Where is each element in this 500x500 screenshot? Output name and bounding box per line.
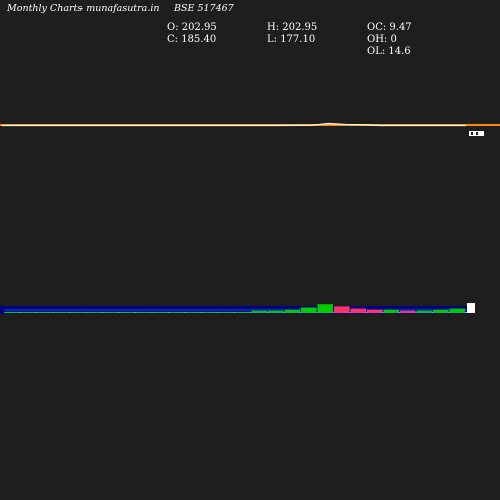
high-value: H: 202.95 — [267, 22, 318, 33]
volume-bar — [317, 304, 333, 313]
oc-value: OC: 9.47 — [367, 22, 412, 33]
volume-bar — [301, 307, 317, 313]
volume-bar — [70, 311, 86, 313]
volume-bar — [119, 311, 135, 313]
volume-bar — [4, 311, 20, 313]
volume-bar — [152, 311, 168, 313]
volume-bar — [53, 311, 69, 313]
volume-panel — [0, 303, 475, 314]
price-line — [2, 122, 466, 127]
volume-bar — [284, 309, 300, 313]
volume-bar — [185, 311, 201, 313]
volume-bar — [37, 311, 53, 313]
volume-bar — [383, 309, 399, 313]
volume-bar — [400, 310, 416, 313]
volume-bar — [218, 311, 234, 313]
close-value: C: 185.40 — [167, 34, 217, 45]
site-name: - munafasutra.in — [80, 3, 160, 14]
ol-value: OL: 14.6 — [367, 46, 411, 57]
volume-bar — [202, 311, 218, 313]
volume-bar — [251, 310, 267, 313]
volume-bar — [136, 311, 152, 313]
open-value: O: 202.95 — [167, 22, 217, 33]
low-value: L: 177.10 — [267, 34, 316, 45]
volume-bar — [20, 311, 36, 313]
volume-bar — [169, 311, 185, 313]
volume-end-marker — [467, 303, 475, 313]
volume-bar — [86, 311, 102, 313]
volume-bar — [268, 310, 284, 313]
volume-bar — [103, 311, 119, 313]
chart-brand: Monthly Charts — [7, 3, 83, 14]
volume-bar — [449, 308, 465, 313]
volume-bar — [416, 310, 432, 313]
symbol-label: BSE 517467 — [174, 3, 234, 14]
last-price-marker — [469, 131, 484, 136]
volume-bar — [433, 309, 449, 313]
volume-bar — [334, 306, 350, 313]
volume-bar — [350, 308, 366, 313]
volume-bar — [235, 311, 251, 313]
price-panel — [0, 122, 500, 136]
oh-value: OH: 0 — [367, 34, 397, 45]
volume-bar — [367, 309, 383, 313]
